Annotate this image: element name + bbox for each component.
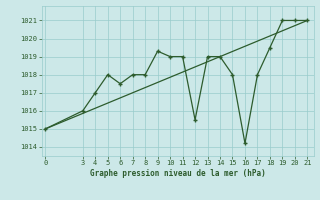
X-axis label: Graphe pression niveau de la mer (hPa): Graphe pression niveau de la mer (hPa) [90,169,266,178]
